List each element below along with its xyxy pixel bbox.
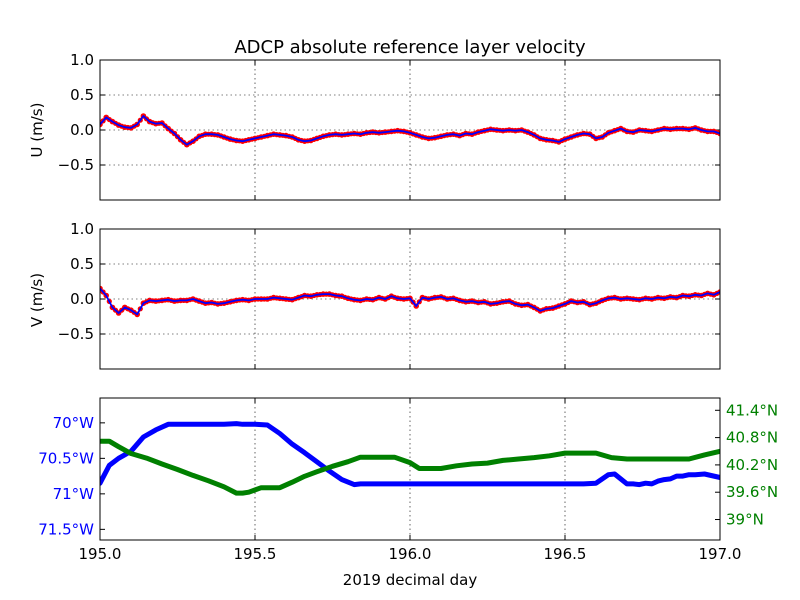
x-axis-label: 2019 decimal day bbox=[343, 571, 478, 589]
x-tick-label: 195.0 bbox=[79, 545, 122, 563]
latitude-tick-label: 40.8°N bbox=[726, 429, 778, 447]
v-ylabel: V (m/s) bbox=[28, 273, 46, 327]
u-ylabel: U (m/s) bbox=[28, 103, 46, 158]
plot-frame bbox=[99, 59, 721, 201]
latitude-tick-label: 40.2°N bbox=[726, 456, 778, 474]
y-tick-label: 0.5 bbox=[70, 86, 94, 104]
y-tick-label: 0.0 bbox=[70, 290, 94, 308]
longitude-tick-label: 70.5°W bbox=[38, 449, 94, 467]
latitude-series-line bbox=[100, 438, 720, 496]
plot-area bbox=[100, 398, 720, 540]
smoothed-series-line bbox=[100, 115, 720, 146]
data-layer bbox=[100, 285, 720, 318]
x-tick-label: 196.0 bbox=[389, 545, 432, 563]
v-velocity-panel: V (m/s) 1.0 0.5 0.0 −0.5 bbox=[28, 220, 721, 370]
x-tick-label: 196.5 bbox=[544, 545, 587, 563]
latitude-tick-label: 39°N bbox=[726, 511, 764, 529]
longitude-series-line bbox=[100, 421, 720, 488]
plot-frame bbox=[99, 228, 721, 370]
chart-title: ADCP absolute reference layer velocity bbox=[234, 37, 586, 58]
x-tick-label: 195.5 bbox=[234, 545, 277, 563]
x-tick-label: 197.0 bbox=[699, 545, 742, 563]
y-tick-label: 0.5 bbox=[70, 255, 94, 273]
y-tick-label: −0.5 bbox=[58, 325, 94, 343]
longitude-tick-label: 71.5°W bbox=[38, 520, 94, 538]
data-layer bbox=[100, 421, 720, 496]
latitude-tick-label: 41.4°N bbox=[726, 401, 778, 419]
data-layer bbox=[100, 113, 720, 148]
plot-frame bbox=[99, 397, 721, 541]
smoothed-series-line bbox=[100, 287, 720, 316]
longitude-tick-label: 70°W bbox=[53, 414, 95, 432]
position-panel: 195.0 195.5 196.0 196.5 197.0 70°W 70.5°W 71°W 7… bbox=[38, 397, 778, 563]
longitude-tick-label: 71°W bbox=[53, 485, 95, 503]
y-tick-label: 1.0 bbox=[70, 220, 94, 238]
latitude-tick-label: 39.6°N bbox=[726, 483, 778, 501]
y-tick-label: −0.5 bbox=[58, 156, 94, 174]
y-tick-label: 0.0 bbox=[70, 121, 94, 139]
y-tick-label: 1.0 bbox=[70, 51, 94, 69]
u-velocity-panel: U (m/s) 1.0 0.5 0.0 −0.5 bbox=[28, 51, 721, 201]
